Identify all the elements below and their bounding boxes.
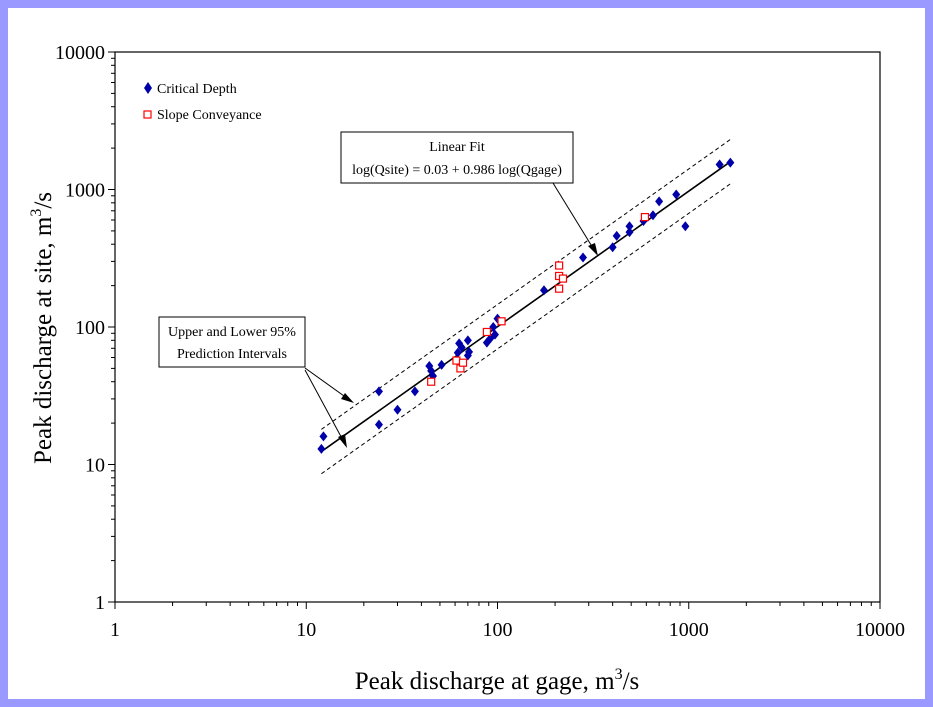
point-slope-conveyance — [458, 358, 468, 367]
point-critical-depth — [681, 221, 690, 232]
point-slope-conveyance — [497, 317, 506, 326]
pi-annotation-box — [158, 316, 306, 368]
pi-annotation-line1: Upper and Lower 95% — [168, 325, 296, 340]
point-slope-conveyance — [482, 327, 491, 337]
point-critical-depth — [437, 359, 446, 370]
x-tick-label: 1 — [110, 619, 120, 641]
y-tick-label: 100 — [75, 317, 105, 339]
point-critical-depth — [317, 443, 326, 454]
pi-arrowhead-lower — [338, 434, 347, 448]
point-critical-depth — [726, 157, 735, 168]
pi-arrowhead-upper — [341, 393, 354, 403]
point-critical-depth — [374, 386, 383, 397]
point-critical-depth — [539, 285, 548, 296]
pi-annotation-line2: Prediction Intervals — [177, 347, 287, 362]
fit-line-group — [320, 161, 731, 453]
point-critical-depth — [463, 335, 472, 346]
point-critical-depth — [489, 322, 498, 332]
legend: Critical Depth Slope Conveyance — [143, 82, 262, 123]
point-critical-depth — [672, 189, 681, 200]
point-slope-conveyance — [640, 212, 650, 222]
axis-ticks — [108, 51, 881, 609]
legend-label-slope-conveyance: Slope Conveyance — [157, 108, 262, 123]
tick-labels: 1 10 100 1000 10000 1 10 100 1000 10000 — [55, 42, 905, 641]
x-tick-label: 100 — [483, 619, 513, 641]
point-critical-depth — [457, 342, 466, 353]
chart-frame: 1 10 100 1000 10000 1 10 100 1000 10000 Peak disc… — [8, 8, 925, 699]
point-critical-depth — [715, 159, 724, 170]
point-critical-depth — [319, 431, 328, 442]
y-tick-label: 10000 — [55, 42, 105, 64]
point-critical-depth — [612, 230, 621, 241]
point-critical-depth — [393, 404, 402, 415]
fit-annotation-box — [340, 131, 574, 184]
x-axis-title: Peak discharge at gage, m3/s — [355, 666, 640, 695]
pi-annotation: Upper and Lower 95% Prediction Intervals — [158, 316, 354, 448]
legend-marker-critical-depth — [144, 82, 152, 94]
y-tick-label: 1000 — [65, 180, 105, 202]
point-critical-depth — [453, 347, 462, 358]
y-tick-label: 10 — [85, 455, 105, 477]
point-critical-depth — [625, 227, 634, 238]
scatter-chart: 1 10 100 1000 10000 1 10 100 1000 10000 Peak disc… — [28, 42, 905, 695]
point-slope-conveyance — [555, 284, 564, 293]
x-tick-label: 10 — [296, 619, 316, 641]
fit-annotation: Linear Fit log(Qsite) = 0.03 + 0.986 log… — [340, 131, 598, 256]
point-slope-conveyance — [558, 274, 568, 283]
point-critical-depth — [490, 329, 499, 340]
pi-arrow-lower — [304, 369, 346, 445]
fit-line — [320, 161, 731, 453]
legend-label-critical-depth: Critical Depth — [157, 82, 237, 97]
fit-annotation-arrowhead — [588, 243, 598, 256]
fit-annotation-equation: log(Qsite) = 0.03 + 0.986 log(Qgage) — [352, 163, 562, 178]
point-critical-depth — [579, 252, 588, 263]
x-tick-label: 1000 — [669, 619, 709, 641]
point-critical-depth — [410, 386, 419, 397]
point-critical-depth — [648, 210, 657, 221]
point-critical-depth — [608, 242, 617, 253]
x-tick-label: 10000 — [855, 619, 905, 641]
point-critical-depth — [655, 196, 664, 207]
y-tick-label: 1 — [95, 592, 105, 614]
point-slope-conveyance — [427, 377, 436, 386]
y-axis-title: Peak discharge at site, m3/s — [28, 192, 57, 464]
fit-annotation-title: Linear Fit — [429, 140, 485, 155]
fit-annotation-arrow — [552, 182, 597, 254]
point-critical-depth — [465, 346, 474, 357]
point-slope-conveyance — [555, 261, 564, 270]
legend-marker-slope-conveyance — [143, 110, 152, 119]
point-critical-depth — [374, 419, 383, 430]
point-critical-depth — [625, 221, 634, 232]
data-points — [317, 157, 735, 454]
